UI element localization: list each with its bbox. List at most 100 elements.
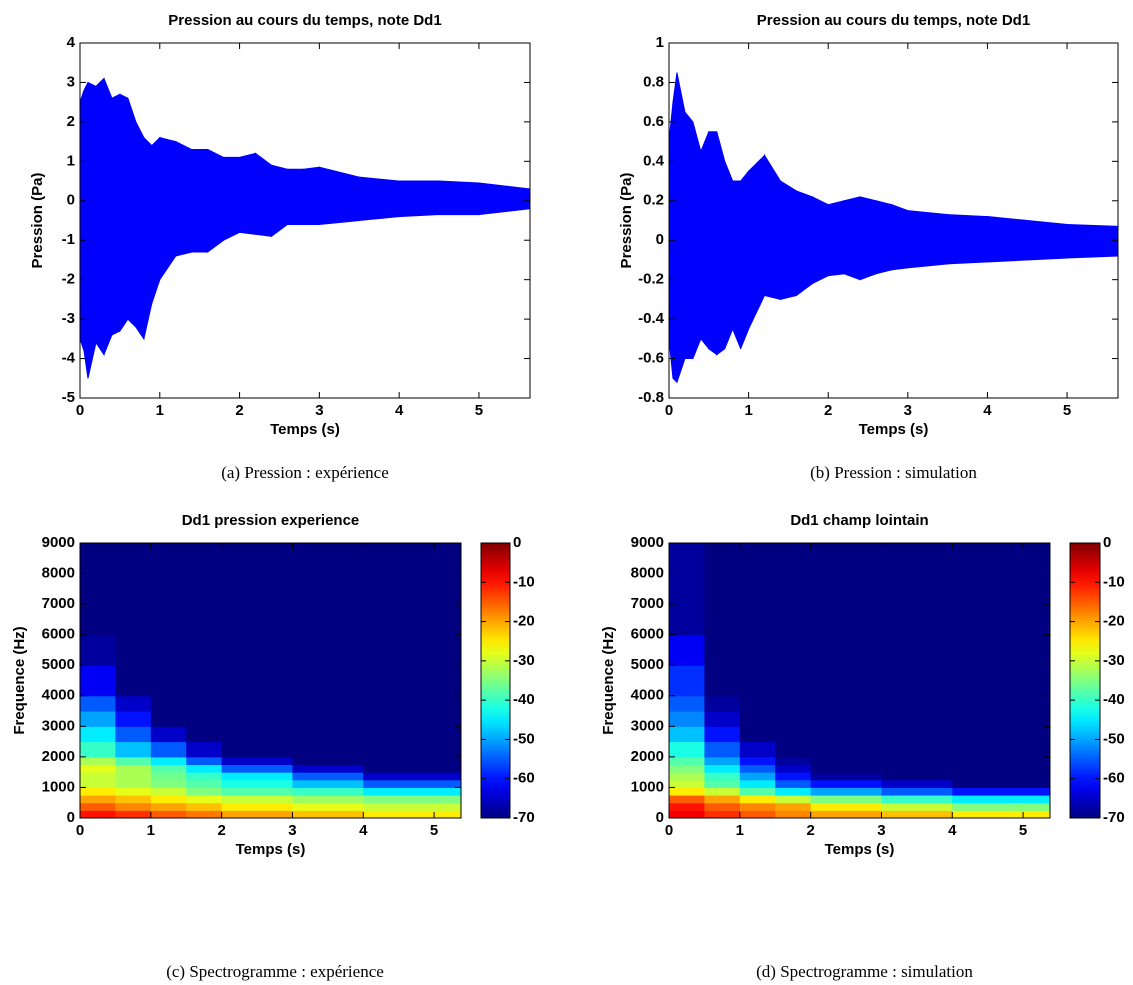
spectrogram-cell: [704, 787, 741, 796]
spectrogram-cell: [669, 764, 705, 773]
y-tick-label: 2: [67, 113, 75, 130]
spectrogram-cell: [150, 711, 187, 727]
spectrogram-cell: [704, 756, 741, 766]
spectrogram-cell: [186, 741, 223, 758]
spectrogram-cell: [739, 634, 776, 666]
signal-envelope: [286, 168, 304, 225]
spectrogram-cell: [115, 810, 152, 819]
spectrogram-cell: [115, 795, 152, 804]
spectrogram-cell: [669, 779, 705, 788]
spectrogram-cell: [150, 695, 187, 712]
x-tick-label: 3: [288, 822, 296, 839]
spectrogram-cell: [881, 543, 953, 636]
signal-envelope: [103, 78, 113, 355]
spectrogram-cell: [221, 741, 293, 758]
x-tick-label: 5: [475, 402, 483, 419]
signal-envelope: [1026, 219, 1068, 261]
spectrogram-cell: [739, 810, 776, 819]
colorbar-tick-label: -70: [1103, 809, 1125, 826]
y-tick-label: 5000: [42, 656, 75, 673]
spectrogram-cell: [150, 726, 187, 743]
signal-envelope: [127, 98, 137, 329]
signal-envelope: [716, 131, 726, 356]
y-tick-label: 0: [656, 231, 664, 248]
spectrogram-cell: [775, 810, 812, 819]
spectrogram-cell: [881, 634, 953, 666]
spectrogram-cell: [221, 772, 293, 781]
y-tick-label: 0.4: [643, 152, 665, 169]
y-tick-label: 1000: [631, 778, 664, 795]
x-tick-label: 2: [824, 402, 832, 419]
signal-envelope: [175, 140, 193, 257]
spectrogram-cell: [669, 787, 705, 796]
spectrogram-cell: [739, 726, 776, 743]
spectrogram-cell: [115, 726, 152, 743]
y-tick-label: -2: [62, 271, 75, 288]
spectrogram-cell: [952, 779, 1051, 788]
spectrogram-cell: [115, 802, 152, 811]
x-tick-label: 1: [156, 402, 164, 419]
spectrogram-cell: [810, 764, 882, 773]
spectrogram-cell: [221, 711, 293, 727]
spectrogram-cell: [704, 764, 741, 773]
spectrogram-cell: [810, 795, 882, 804]
y-tick-label: 0: [656, 809, 664, 826]
y-tick-label: 2000: [631, 748, 664, 765]
spectrogram-cell: [221, 787, 293, 796]
x-tick-label: 5: [1063, 402, 1071, 419]
spectrogram-cell: [292, 802, 364, 811]
signal-envelope: [151, 136, 161, 304]
spectrogram-cell: [704, 779, 741, 788]
colorbar-tick-label: 0: [513, 534, 521, 551]
colorbar-tick-label: -50: [1103, 730, 1125, 747]
spectrogram-cell: [881, 772, 953, 781]
chart-title: Pression au cours du temps, note Dd1: [757, 12, 1030, 29]
spectrogram-cell: [115, 787, 152, 796]
spectrogram-cell: [186, 795, 223, 804]
spectrogram-cell: [669, 711, 705, 727]
signal-envelope: [859, 196, 877, 281]
spectrogram-cell: [221, 779, 293, 788]
spectrogram-cell: [292, 726, 364, 743]
colorbar-tick-label: 0: [1103, 534, 1111, 551]
signal-envelope: [135, 121, 145, 341]
spectrogram-cell: [810, 741, 882, 758]
spectrogram-cell: [669, 802, 705, 811]
spectrogram-cell: [363, 665, 462, 697]
spectrogram-cell: [115, 779, 152, 788]
spectrogram-cell: [363, 795, 462, 804]
spectrogram-cell: [80, 741, 116, 758]
signal-envelope: [891, 204, 909, 271]
colorbar-tick-label: -60: [1103, 770, 1125, 787]
y-axis-label: Frequence (Hz): [600, 626, 617, 734]
spectrogram-cell: [221, 634, 293, 666]
spectrogram-cell: [80, 543, 116, 636]
spectrogram-cell: [292, 634, 364, 666]
spectrogram-cell: [115, 756, 152, 766]
y-tick-label: 9000: [42, 534, 75, 551]
spectrogram-cell: [881, 726, 953, 743]
spectrogram-cell: [669, 695, 705, 712]
y-tick-label: 0.6: [643, 113, 664, 130]
y-axis-label: Frequence (Hz): [11, 626, 28, 734]
spectrogram-cell: [739, 711, 776, 727]
signal-envelope: [119, 93, 129, 333]
spectrogram-cell: [150, 665, 187, 697]
signal-envelope: [111, 93, 121, 336]
spectrogram-cell: [363, 764, 462, 773]
spectrogram-cell: [115, 772, 152, 781]
spectrogram-cell: [739, 543, 776, 636]
signal-envelope: [143, 136, 153, 339]
signal-envelope: [986, 216, 1028, 263]
signal-envelope: [795, 190, 813, 297]
signal-envelope: [207, 148, 225, 254]
x-tick-label: 4: [359, 822, 368, 839]
spectrogram-cell: [292, 810, 364, 819]
spectrogram-cell: [150, 543, 187, 636]
y-tick-label: -0.8: [638, 389, 664, 406]
signal-envelope: [1066, 223, 1119, 259]
x-tick-label: 0: [665, 402, 673, 419]
spectrogram-cell: [704, 711, 741, 727]
y-tick-label: 7000: [631, 595, 664, 612]
x-tick-label: 5: [430, 822, 438, 839]
